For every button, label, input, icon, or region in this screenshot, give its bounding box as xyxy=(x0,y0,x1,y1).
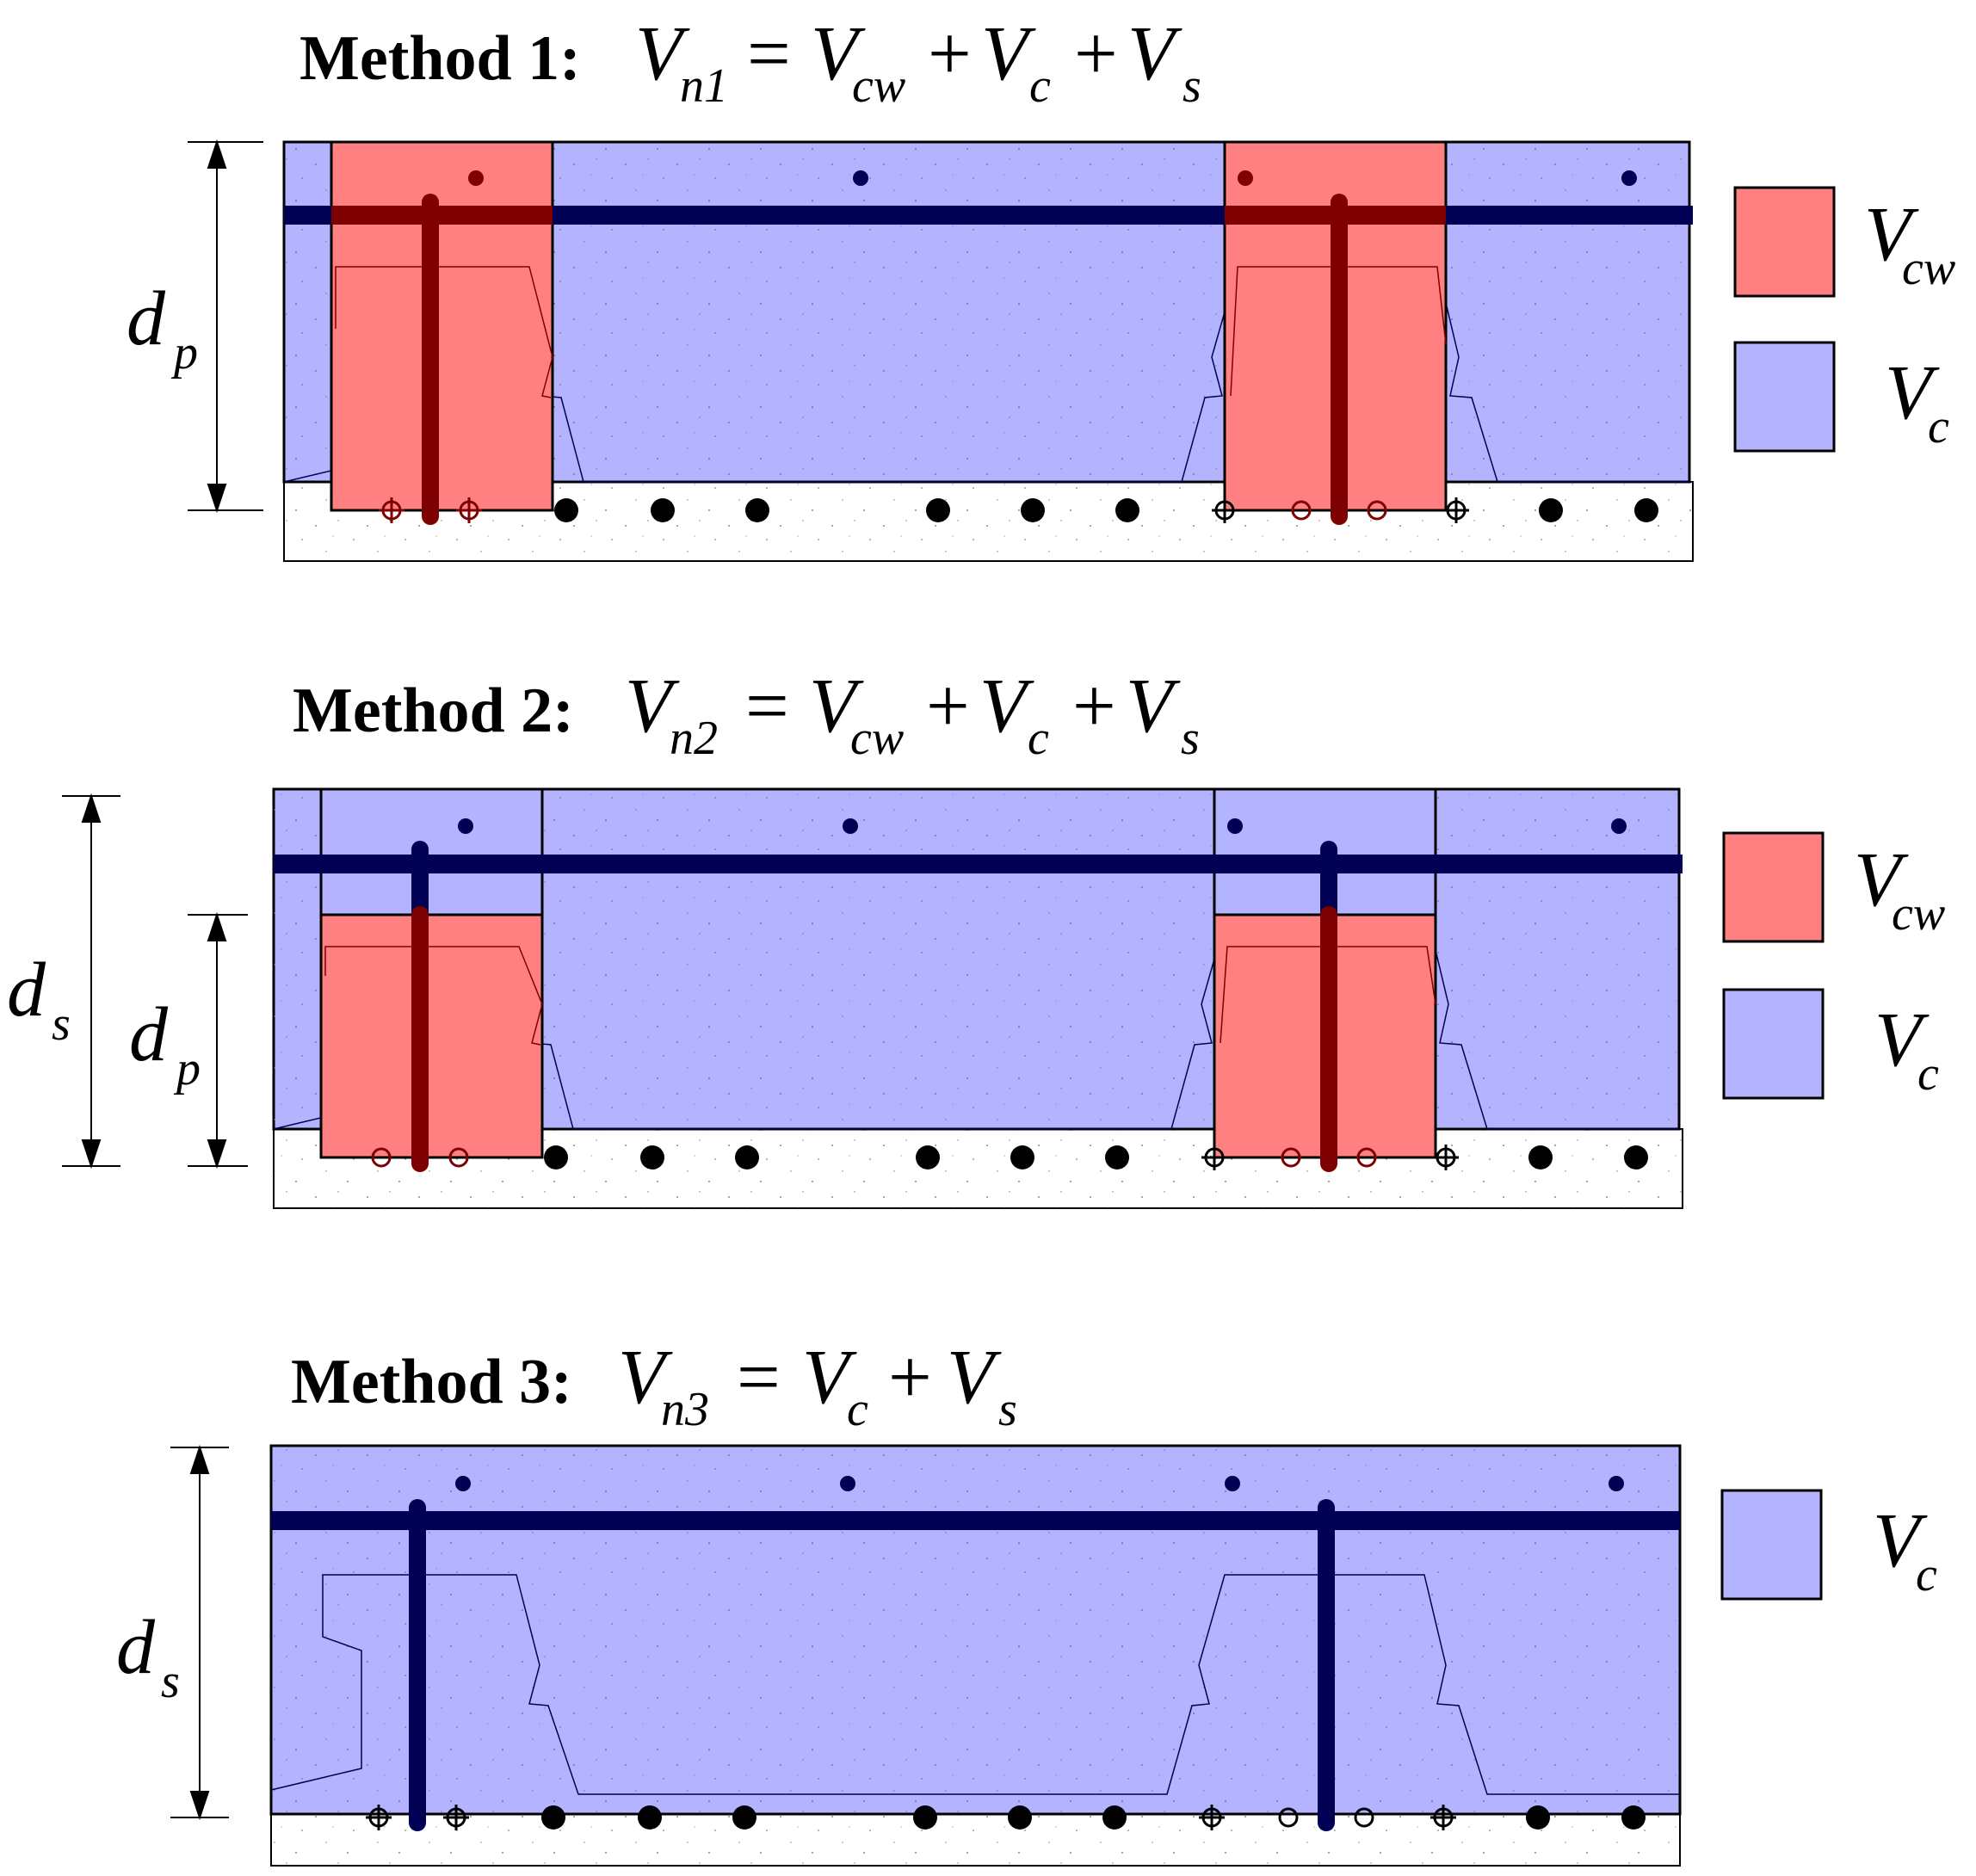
method-1-eq-equals: = xyxy=(747,11,791,96)
method-2-eq-lhs: V xyxy=(625,663,680,749)
method-1-eq-plus-2: + xyxy=(1074,11,1118,96)
method-1-dp-symbol: d xyxy=(127,276,166,361)
method-2-equation: V n2 = V cw + V c + V s xyxy=(625,663,1200,765)
method-3-ds-sub: s xyxy=(161,1655,180,1708)
method-1-eq-term-3-sub: s xyxy=(1183,59,1201,113)
method-1-legend-vc-sub: c xyxy=(1928,400,1949,454)
method-3-eq-term-2-sub: s xyxy=(998,1383,1017,1436)
method-1-equation: V n1 = V cw + V c + V s xyxy=(635,11,1201,113)
method-2-eq-equals: = xyxy=(745,663,789,749)
method-2-vcw-region-left xyxy=(319,913,544,1159)
method-1-dim-dp xyxy=(188,139,263,514)
method-1-eq-term-1-sub: cw xyxy=(852,59,905,113)
method-2-dp-symbol: d xyxy=(129,992,169,1077)
method-1-eq-term-3: V xyxy=(1127,11,1183,96)
method-1-title: Method 1: xyxy=(299,23,581,94)
method-2-eq-term-2: V xyxy=(979,663,1034,749)
method-3-equation: V n3 = V c + V s xyxy=(618,1335,1017,1436)
method-1-eq-term-2: V xyxy=(981,11,1036,96)
method-2-dp-sub: p xyxy=(173,1042,201,1095)
method-1-panel: Method 1: V n1 = V cw + V c + V s xyxy=(127,11,1955,562)
method-2-legend-vc-sub: c xyxy=(1917,1047,1939,1101)
method-3-eq-plus-1: + xyxy=(888,1335,932,1420)
method-2-eq-plus-2: + xyxy=(1072,663,1116,749)
method-2-eq-term-1-sub: cw xyxy=(850,712,904,765)
method-3-legend-vc-sub: c xyxy=(1916,1548,1937,1601)
method-2-legend-vcw-swatch xyxy=(1722,831,1825,943)
method-2-eq-term-1: V xyxy=(809,663,864,749)
method-3-dim-ds xyxy=(170,1444,229,1821)
method-2-legend-vc-label: V xyxy=(1874,997,1930,1083)
method-3-eq-term-1: V xyxy=(802,1335,857,1420)
method-3-legend-vc-label: V xyxy=(1873,1498,1928,1583)
method-1-legend-vcw-swatch xyxy=(1733,186,1836,298)
method-3-eq-equals: = xyxy=(737,1335,781,1420)
method-1-eq-term-1: V xyxy=(811,11,866,96)
method-3-web-outline xyxy=(270,1574,1680,1795)
method-1-dp-sub: p xyxy=(170,326,198,380)
method-2-legend-vcw-label: V xyxy=(1854,837,1909,923)
method-2-dim-dp xyxy=(188,911,248,1169)
method-3-title: Method 3: xyxy=(291,1347,572,1417)
method-2-eq-plus-1: + xyxy=(926,663,970,749)
method-1-legend-vc-label: V xyxy=(1885,350,1940,435)
method-3-eq-term-1-sub: c xyxy=(847,1383,868,1436)
method-2-eq-term-3: V xyxy=(1126,663,1181,749)
method-1-eq-lhs: V xyxy=(635,11,690,96)
method-3-eq-lhs: V xyxy=(618,1335,673,1420)
method-2-legend-vc-swatch xyxy=(1722,988,1825,1100)
method-3-eq-term-2: V xyxy=(947,1335,1002,1420)
method-1-eq-plus-1: + xyxy=(928,11,972,96)
method-3-eq-lhs-sub: n3 xyxy=(661,1383,709,1436)
method-3-ds-symbol: d xyxy=(116,1605,156,1690)
method-2-dim-ds xyxy=(62,793,120,1169)
method-2-panel: Method 2: V n2 = V cw + V c + V s xyxy=(7,663,1945,1209)
method-3-panel: Method 3: V n3 = V c + V s xyxy=(116,1335,1937,1867)
method-2-ds-symbol: d xyxy=(7,947,46,1033)
method-1-legend-vcw-label: V xyxy=(1864,192,1919,277)
method-2-title: Method 2: xyxy=(293,676,574,746)
method-3-legend-vc-swatch xyxy=(1720,1489,1823,1601)
method-2-eq-lhs-sub: n2 xyxy=(670,712,718,765)
method-1-legend-vcw-sub: cw xyxy=(1902,242,1955,295)
method-1-eq-term-2-sub: c xyxy=(1029,59,1051,113)
method-1-eq-lhs-sub: n1 xyxy=(680,59,728,113)
method-2-legend-vcw-sub: cw xyxy=(1892,887,1945,941)
method-2-eq-term-3-sub: s xyxy=(1181,712,1200,765)
method-2-eq-term-2-sub: c xyxy=(1028,712,1049,765)
method-1-legend-vc-swatch xyxy=(1733,341,1836,453)
method-2-ds-sub: s xyxy=(52,997,71,1051)
method-1-vcw-region-left xyxy=(330,140,554,512)
